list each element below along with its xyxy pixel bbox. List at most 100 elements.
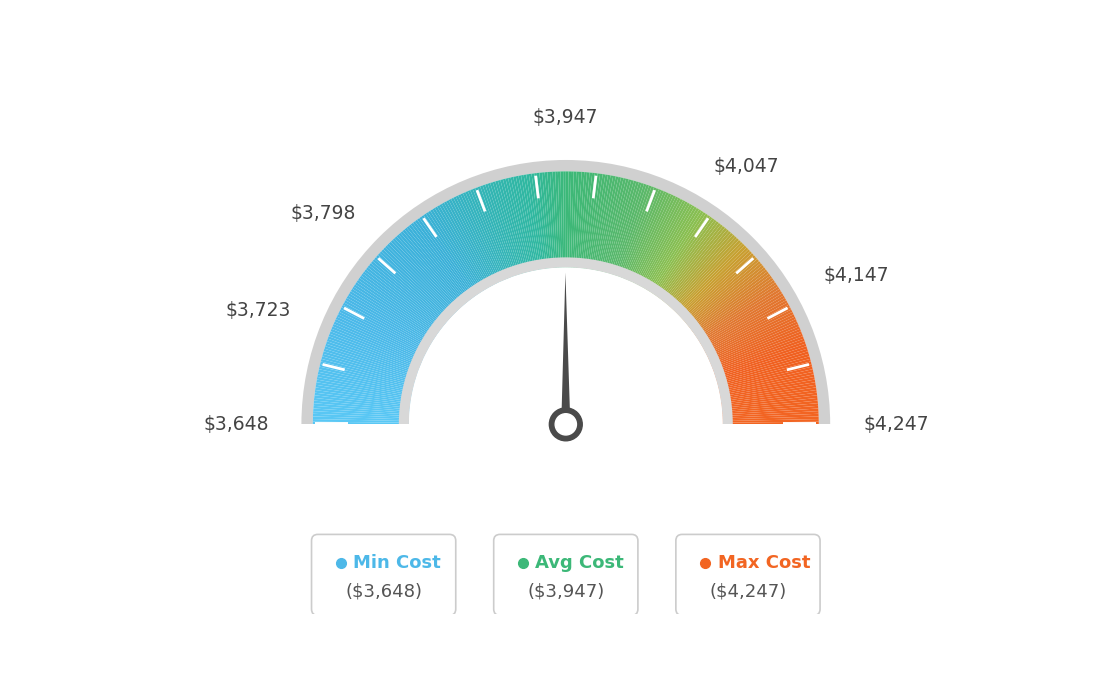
Wedge shape: [338, 312, 425, 356]
Wedge shape: [503, 179, 529, 273]
Wedge shape: [344, 300, 429, 348]
Text: $3,723: $3,723: [226, 301, 291, 320]
Wedge shape: [664, 226, 725, 302]
Wedge shape: [687, 263, 763, 326]
Wedge shape: [380, 251, 452, 318]
Wedge shape: [411, 223, 471, 300]
Wedge shape: [681, 253, 754, 319]
Wedge shape: [686, 261, 761, 324]
Polygon shape: [287, 424, 845, 627]
Wedge shape: [709, 322, 798, 362]
Wedge shape: [316, 385, 411, 402]
Wedge shape: [542, 172, 553, 268]
Wedge shape: [320, 362, 414, 387]
Text: $3,648: $3,648: [203, 415, 268, 434]
Wedge shape: [550, 172, 558, 268]
Wedge shape: [465, 191, 505, 280]
Circle shape: [555, 414, 576, 435]
Wedge shape: [720, 375, 815, 395]
Wedge shape: [460, 193, 502, 282]
Wedge shape: [609, 181, 639, 274]
Wedge shape: [508, 177, 532, 272]
Wedge shape: [657, 218, 714, 297]
Wedge shape: [500, 179, 527, 273]
Wedge shape: [643, 204, 692, 288]
Wedge shape: [565, 171, 569, 268]
Wedge shape: [631, 195, 673, 282]
Wedge shape: [667, 231, 731, 306]
Wedge shape: [660, 223, 721, 300]
Wedge shape: [328, 336, 418, 371]
Wedge shape: [374, 257, 448, 322]
Wedge shape: [722, 398, 818, 410]
Wedge shape: [314, 406, 410, 415]
Wedge shape: [404, 228, 467, 304]
Wedge shape: [456, 195, 499, 283]
Wedge shape: [640, 201, 688, 287]
Wedge shape: [396, 235, 463, 308]
Wedge shape: [627, 191, 667, 280]
Wedge shape: [572, 172, 578, 268]
Wedge shape: [399, 257, 733, 424]
Wedge shape: [516, 176, 537, 270]
Wedge shape: [442, 203, 490, 288]
Wedge shape: [721, 385, 816, 402]
Wedge shape: [446, 200, 493, 286]
Text: Max Cost: Max Cost: [718, 554, 810, 572]
Wedge shape: [435, 206, 486, 290]
Wedge shape: [527, 174, 543, 269]
Wedge shape: [612, 182, 641, 275]
Wedge shape: [555, 172, 561, 268]
Wedge shape: [319, 364, 414, 388]
Wedge shape: [606, 180, 634, 273]
Wedge shape: [636, 198, 681, 284]
Wedge shape: [703, 302, 788, 351]
Wedge shape: [721, 387, 817, 403]
Wedge shape: [652, 214, 708, 295]
Wedge shape: [523, 175, 541, 270]
Wedge shape: [376, 255, 449, 321]
Wedge shape: [691, 271, 768, 331]
Wedge shape: [389, 241, 457, 313]
Wedge shape: [704, 307, 792, 353]
Text: $4,247: $4,247: [863, 415, 928, 434]
Wedge shape: [325, 346, 416, 377]
Wedge shape: [363, 271, 440, 331]
Wedge shape: [707, 314, 795, 357]
Wedge shape: [624, 189, 661, 279]
Wedge shape: [641, 203, 690, 288]
Wedge shape: [722, 403, 818, 413]
Wedge shape: [339, 310, 426, 355]
Wedge shape: [492, 181, 522, 274]
Text: $4,147: $4,147: [824, 266, 889, 285]
Polygon shape: [561, 273, 571, 424]
Wedge shape: [343, 302, 428, 351]
Wedge shape: [722, 414, 819, 420]
Wedge shape: [598, 177, 620, 271]
Wedge shape: [693, 278, 774, 335]
Wedge shape: [348, 293, 432, 344]
Wedge shape: [689, 267, 766, 328]
Wedge shape: [721, 393, 817, 406]
Wedge shape: [675, 241, 743, 313]
Wedge shape: [315, 393, 411, 406]
Wedge shape: [511, 177, 533, 271]
Wedge shape: [563, 171, 565, 268]
Text: $3,947: $3,947: [532, 108, 597, 127]
Wedge shape: [498, 180, 526, 273]
Wedge shape: [638, 200, 686, 286]
Wedge shape: [428, 210, 481, 293]
Wedge shape: [322, 351, 415, 381]
Wedge shape: [679, 249, 751, 317]
Wedge shape: [690, 269, 767, 330]
Wedge shape: [553, 172, 560, 268]
Wedge shape: [393, 238, 459, 310]
Wedge shape: [319, 366, 413, 390]
Wedge shape: [698, 286, 779, 340]
Wedge shape: [719, 366, 813, 390]
Wedge shape: [707, 312, 794, 356]
Wedge shape: [702, 298, 786, 347]
Wedge shape: [684, 259, 760, 323]
Text: ($3,947): ($3,947): [528, 582, 604, 600]
Wedge shape: [654, 215, 710, 295]
